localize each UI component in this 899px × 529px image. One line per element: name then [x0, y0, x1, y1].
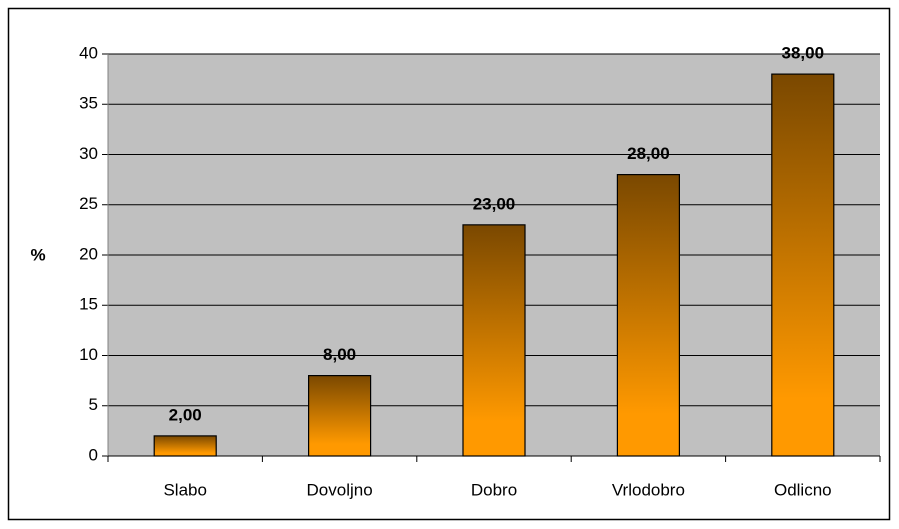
- y-tick-label: 20: [79, 244, 98, 263]
- x-tick-label: Odlicno: [774, 480, 832, 499]
- y-tick-label: 30: [79, 144, 98, 163]
- y-tick-label: 5: [89, 395, 98, 414]
- bar: [616, 174, 681, 457]
- data-label: 23,00: [473, 194, 516, 213]
- bar: [771, 73, 835, 457]
- y-tick-label: 10: [79, 345, 98, 364]
- data-label: 28,00: [627, 144, 670, 163]
- bar: [308, 375, 372, 457]
- x-tick-label: Dovoljno: [307, 480, 373, 499]
- y-tick-label: 15: [79, 295, 98, 314]
- bar: [153, 435, 217, 457]
- x-tick-label: Slabo: [163, 480, 206, 499]
- y-axis-label: %: [30, 245, 45, 264]
- data-label: 38,00: [782, 44, 825, 63]
- x-tick-label: Dobro: [471, 480, 517, 499]
- y-tick-label: 25: [79, 194, 98, 213]
- y-tick-label: 0: [89, 445, 98, 464]
- x-tick-label: Vrlodobro: [612, 480, 685, 499]
- data-label: 8,00: [323, 345, 356, 364]
- data-label: 2,00: [169, 405, 202, 424]
- y-tick-label: 40: [79, 43, 98, 62]
- y-tick-label: 35: [79, 94, 98, 113]
- bar: [462, 224, 526, 457]
